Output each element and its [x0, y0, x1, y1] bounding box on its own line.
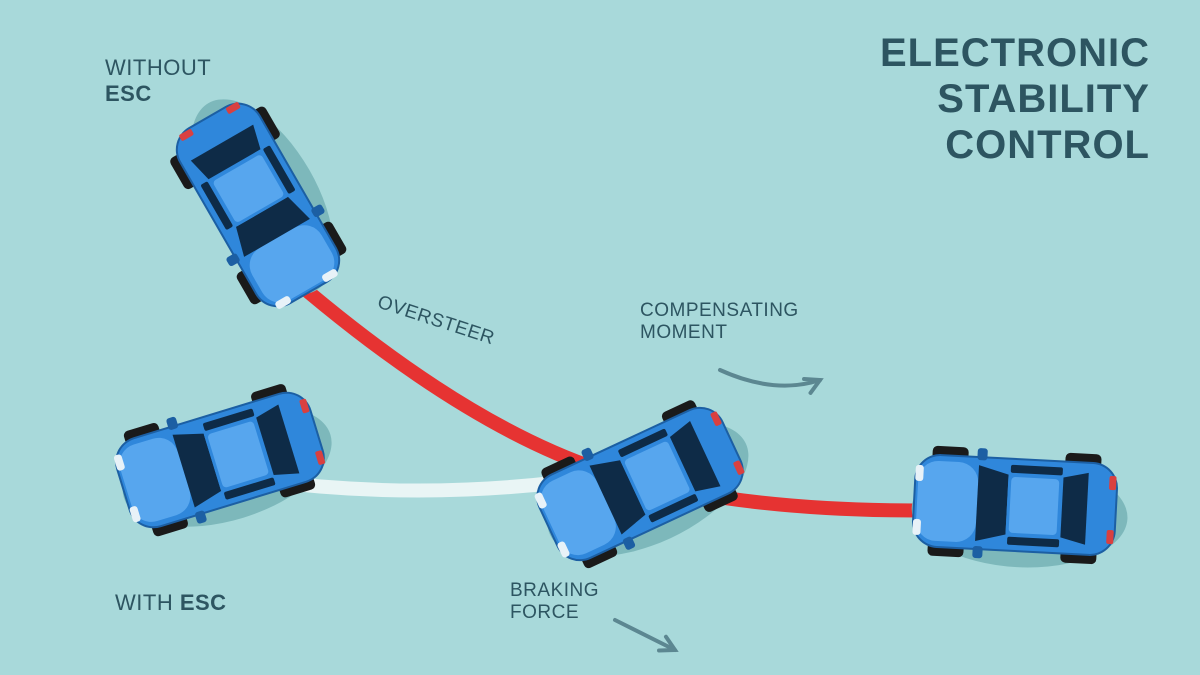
label-comp-line2: MOMENT [640, 322, 799, 344]
label-brake-line1: BRAKING [510, 580, 599, 602]
label-without-esc-pre: WITHOUT [105, 55, 211, 81]
label-with-esc-pre: WITH [115, 590, 180, 615]
car-start [909, 445, 1131, 573]
title-line-1: ELECTRONIC [880, 30, 1150, 76]
main-title: ELECTRONIC STABILITY CONTROL [880, 30, 1150, 168]
label-compensating-moment: COMPENSATING MOMENT [640, 300, 799, 344]
label-without-esc: WITHOUT ESC [105, 55, 211, 107]
label-with-esc: WITH ESC [115, 590, 227, 616]
label-brake-line2: FORCE [510, 602, 599, 624]
label-comp-line1: COMPENSATING [640, 300, 799, 322]
label-braking-force: BRAKING FORCE [510, 580, 599, 624]
title-line-2: STABILITY [880, 76, 1150, 122]
label-without-esc-bold: ESC [105, 81, 211, 107]
title-line-3: CONTROL [880, 122, 1150, 168]
diagram-stage: ELECTRONIC STABILITY CONTROL WITHOUT ESC… [0, 0, 1200, 675]
label-with-esc-bold: ESC [180, 590, 227, 615]
